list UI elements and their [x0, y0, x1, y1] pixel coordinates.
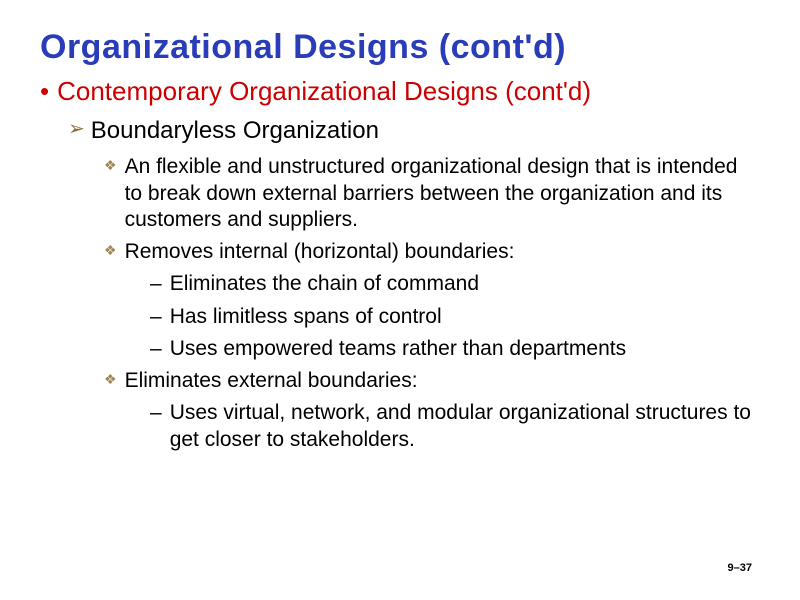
diamond-icon: ❖	[104, 368, 117, 390]
level4-text: Eliminates the chain of command	[170, 271, 479, 297]
level4-item: – Uses virtual, network, and modular org…	[150, 400, 760, 453]
level1-item: • Contemporary Organizational Designs (c…	[40, 77, 760, 107]
diamond-icon: ❖	[104, 239, 117, 261]
level3-item: ❖ Removes internal (horizontal) boundari…	[104, 239, 760, 265]
slide-content: Organizational Designs (cont'd) • Contem…	[0, 0, 800, 479]
arrow-icon: ➢	[68, 117, 85, 141]
level3-text: Eliminates external boundaries:	[125, 368, 418, 394]
page-number: 9–37	[728, 562, 752, 574]
level3-item: ❖ An flexible and unstructured organizat…	[104, 154, 760, 233]
dash-icon: –	[150, 304, 162, 330]
level4-item: – Eliminates the chain of command	[150, 271, 760, 297]
level3-item: ❖ Eliminates external boundaries:	[104, 368, 760, 394]
bullet-dot: •	[40, 77, 49, 106]
level2-item: ➢ Boundaryless Organization	[68, 117, 760, 145]
level3-text: An flexible and unstructured organizatio…	[125, 154, 760, 233]
slide-title: Organizational Designs (cont'd)	[40, 28, 760, 67]
dash-icon: –	[150, 400, 162, 426]
dash-icon: –	[150, 336, 162, 362]
level1-text: Contemporary Organizational Designs (con…	[57, 77, 591, 107]
level4-text: Uses empowered teams rather than departm…	[170, 336, 626, 362]
diamond-icon: ❖	[104, 154, 117, 176]
level4-text: Uses virtual, network, and modular organ…	[170, 400, 760, 453]
level4-item: – Has limitless spans of control	[150, 304, 760, 330]
dash-icon: –	[150, 271, 162, 297]
level4-text: Has limitless spans of control	[170, 304, 442, 330]
level3-text: Removes internal (horizontal) boundaries…	[125, 239, 515, 265]
level2-text: Boundaryless Organization	[91, 117, 379, 145]
level4-item: – Uses empowered teams rather than depar…	[150, 336, 760, 362]
